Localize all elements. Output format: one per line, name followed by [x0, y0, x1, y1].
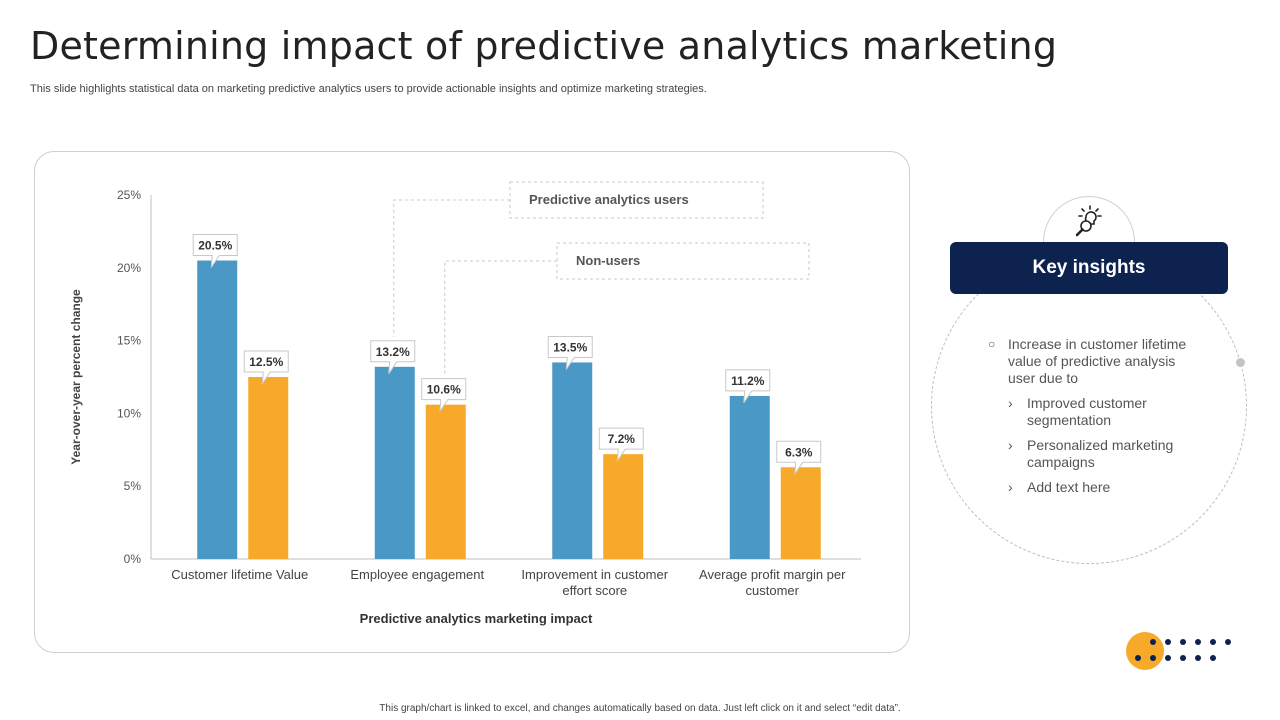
x-axis-title: Predictive analytics marketing impact [360, 611, 593, 626]
x-tick-label: Employee engagement [350, 567, 484, 582]
bar-non-users [425, 404, 466, 559]
insight-main-text: Increase in customer lifetime value of p… [1008, 336, 1187, 386]
data-label-callout [370, 340, 416, 375]
bar-predictive-users [197, 260, 238, 559]
y-tick-label: 0% [124, 552, 142, 566]
y-tick-label: 15% [117, 334, 141, 348]
decorative-dot [1210, 655, 1216, 661]
decorative-dot [1150, 655, 1156, 661]
legend-callout-box [509, 181, 764, 219]
bar-predictive-users [729, 395, 770, 559]
insight-sub-item: › Personalized marketing campaigns [1008, 437, 1203, 471]
data-label-callout [421, 378, 467, 412]
x-tick-label: Customer lifetime Value [171, 567, 308, 582]
bar-non-users [780, 467, 821, 559]
decorative-dot [1180, 655, 1186, 661]
bar-predictive-users [374, 366, 415, 559]
insight-sub-item: › Add text here [1008, 479, 1203, 496]
data-label-callout [776, 440, 822, 475]
decorative-orange-circle [1126, 632, 1164, 670]
x-tick-label: customer [746, 583, 800, 598]
data-label: 10.6% [427, 383, 461, 397]
page-title: Determining impact of predictive analyti… [30, 24, 1058, 68]
bar-predictive-users [552, 362, 593, 559]
decorative-dot [1165, 639, 1171, 645]
insight-sub-text: Add text here [1027, 479, 1111, 495]
legend-callout-box [556, 242, 810, 280]
circle-bullet-icon: ○ [988, 337, 996, 351]
decorative-dot [1180, 639, 1186, 645]
key-insights-header: Key insights [950, 242, 1228, 294]
footer-note: This graph/chart is linked to excel, and… [379, 703, 901, 714]
chart-card: 0% 5% 10% 15% 20% 25% Year-over-year percent c… [34, 151, 910, 653]
bar-non-users [603, 454, 644, 559]
chevron-right-icon: › [1008, 479, 1013, 495]
y-tick-label: 5% [124, 479, 142, 493]
data-label-callout [547, 335, 593, 370]
x-tick-label: Average profit margin per [699, 567, 846, 582]
decorative-dot [1210, 639, 1216, 645]
legend-leader-line [444, 260, 557, 375]
decorative-dot [1236, 358, 1245, 367]
y-tick-label: 10% [117, 406, 141, 420]
data-label: 20.5% [198, 239, 232, 253]
y-tick-label: 25% [117, 188, 141, 202]
legend-label: Predictive analytics users [529, 192, 689, 207]
chevron-right-icon: › [1008, 395, 1013, 411]
decorative-dots-graphic [1120, 628, 1240, 670]
lightbulb-magnifier-icon [1075, 205, 1102, 237]
bar-non-users [248, 377, 289, 559]
bar-chart: 0% 5% 10% 15% 20% 25% Year-over-year percent c… [69, 181, 861, 626]
data-label: 11.2% [731, 374, 765, 388]
insight-sub-item: › Improved customer segmentation [1008, 395, 1203, 429]
decorative-dot [1135, 655, 1141, 661]
y-axis-title: Year-over-year percent change [69, 289, 83, 465]
insights-list: ○ Increase in customer lifetime value of… [988, 336, 1203, 504]
y-tick-label: 20% [117, 261, 141, 275]
data-label: 6.3% [785, 445, 813, 459]
chevron-right-icon: › [1008, 437, 1013, 453]
data-label-callout [243, 350, 289, 385]
decorative-dot [1195, 639, 1201, 645]
decorative-dot [1150, 639, 1156, 645]
data-label-callout [598, 427, 644, 462]
insight-sub-list: › Improved customer segmentation › Perso… [988, 395, 1203, 496]
x-tick-label: Improvement in customer [521, 567, 668, 582]
page-subtitle: This slide highlights statistical data o… [30, 83, 707, 95]
legend-leader-line [393, 199, 510, 337]
decorative-dot [1165, 655, 1171, 661]
decorative-dot [1195, 655, 1201, 661]
data-label: 13.2% [376, 345, 410, 359]
insight-sub-text: Personalized marketing campaigns [1027, 437, 1174, 470]
data-label-callout [192, 234, 238, 268]
data-label-callout [725, 369, 771, 404]
data-label: 7.2% [608, 432, 636, 446]
x-tick-label: effort score [562, 583, 627, 598]
insight-main-point: ○ Increase in customer lifetime value of… [988, 336, 1203, 387]
insight-sub-text: Improved customer segmentation [1027, 395, 1147, 428]
data-label: 12.5% [249, 355, 283, 369]
decorative-dot [1225, 639, 1231, 645]
data-label: 13.5% [553, 340, 587, 354]
legend-label: Non-users [576, 253, 640, 268]
